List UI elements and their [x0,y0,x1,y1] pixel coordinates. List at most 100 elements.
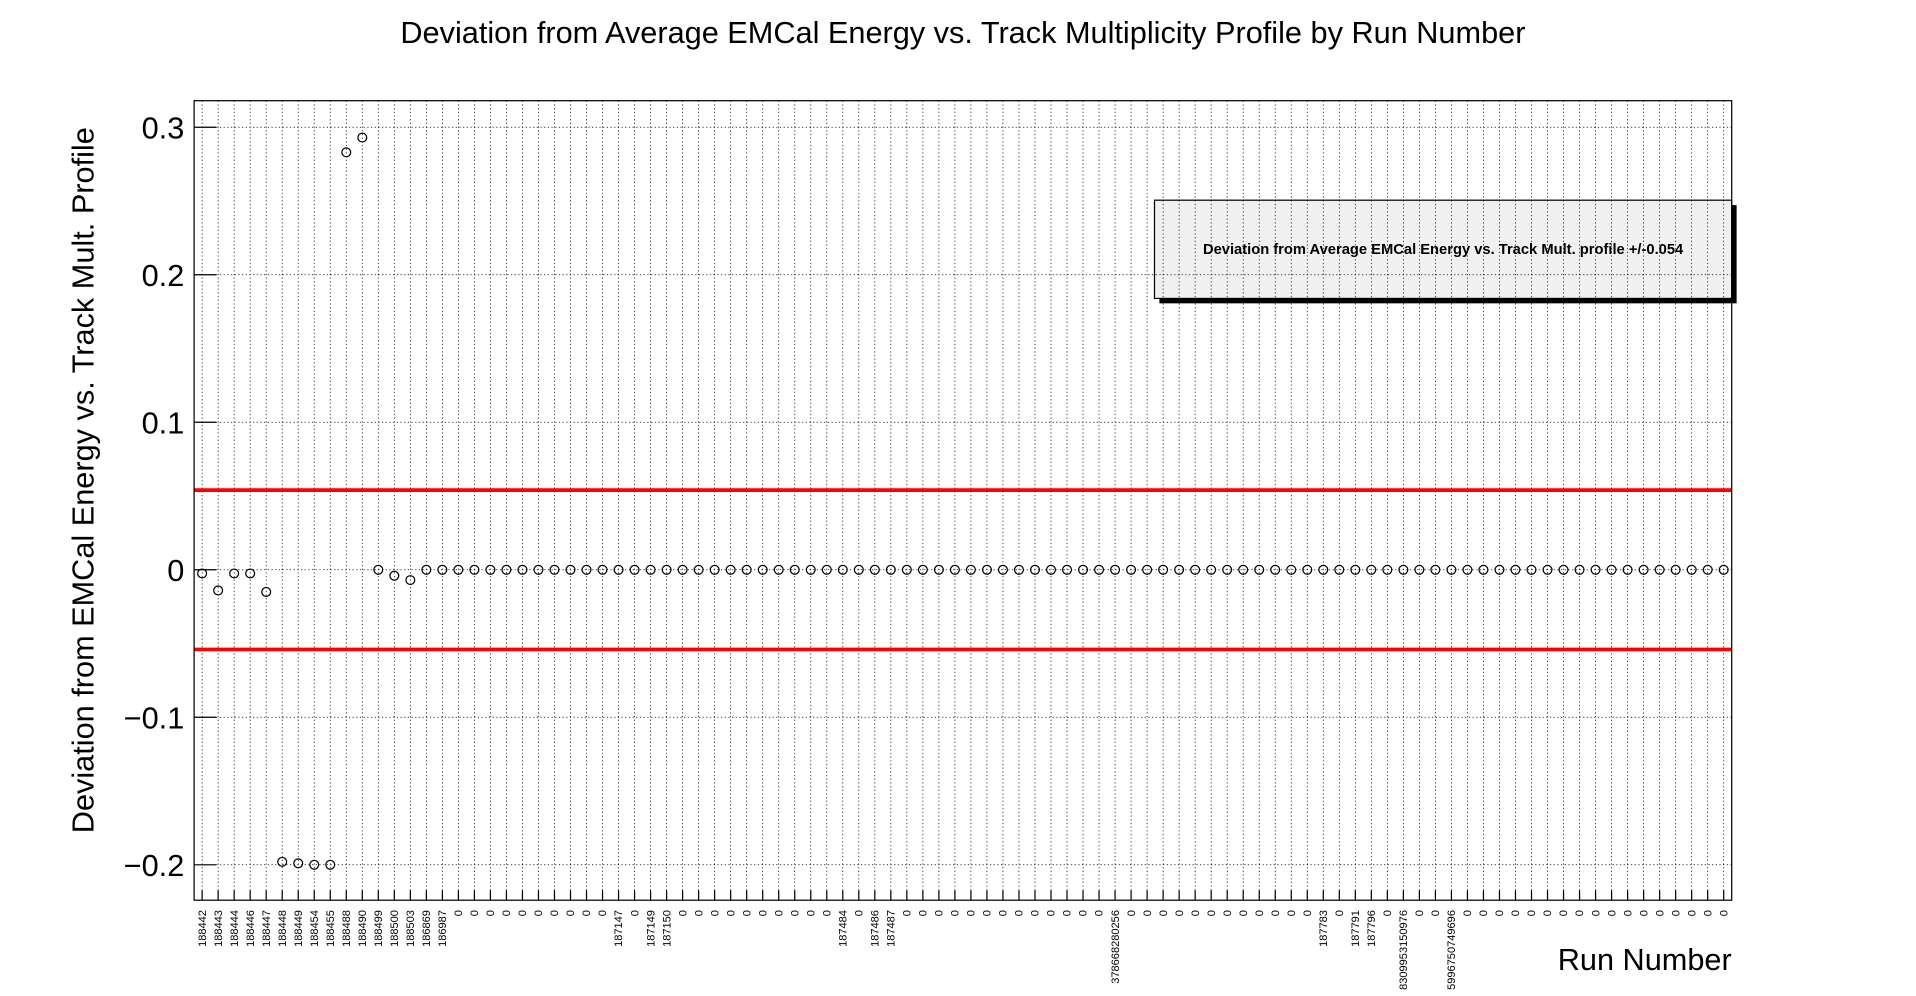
x-tick-label: 187783 [1318,910,1330,947]
data-point [1718,564,1729,575]
x-tick-label: 186987 [437,910,449,947]
data-point [501,564,512,575]
x-tick-label: 188488 [341,910,353,947]
data-point [933,564,944,575]
data-point [677,564,688,575]
x-tick-label: 0 [1686,910,1698,916]
x-tick-label: 188442 [197,910,209,947]
data-point [1254,564,1265,575]
data-point [1142,564,1153,575]
data-point [581,564,592,575]
x-tick-label: 0 [757,910,769,916]
x-tick-label: 0 [1670,910,1682,916]
x-tick-label: 0 [805,910,817,916]
x-tick-label: 0 [517,910,529,916]
x-tick-label: 0 [1462,910,1474,916]
x-tick-label: 0 [934,910,946,916]
x-tick-label: 0 [1510,910,1522,916]
data-point [1286,564,1297,575]
x-tick-label: 378668280256 [1110,910,1122,984]
x-tick-label: 0 [725,910,737,916]
data-point [789,564,800,575]
x-tick-label: 0 [821,910,833,916]
y-tick-label: 0.1 [142,405,185,440]
data-point [869,564,880,575]
x-tick-label: 0 [533,910,545,916]
data-point [1494,564,1505,575]
x-tick-label: 0 [549,910,561,916]
x-tick-label: 0 [1718,910,1730,916]
data-point [389,570,400,581]
data-point [437,564,448,575]
data-point [1510,564,1521,575]
data-point [1126,564,1137,575]
data-point [821,564,832,575]
x-tick-label: 0 [950,910,962,916]
data-point [645,564,656,575]
y-tick-label: −0.2 [124,848,185,883]
y-tick-label: 0 [167,553,184,588]
x-tick-label: 0 [1430,910,1442,916]
data-point [741,564,752,575]
data-point [949,564,960,575]
data-point [1670,564,1681,575]
data-point [421,564,432,575]
x-tick-label: 0 [1654,910,1666,916]
x-tick-label: 0 [789,910,801,916]
x-tick-label: 0 [853,910,865,916]
x-tick-label: 187149 [645,910,657,947]
x-tick-label: 0 [1382,910,1394,916]
data-point [261,586,272,597]
data-point [725,564,736,575]
x-tick-label: 0 [1334,910,1346,916]
data-point [981,564,992,575]
data-point [757,564,768,575]
x-tick-label: 187150 [661,910,673,947]
x-tick-label: 5996750749696 [1446,910,1458,990]
data-point [565,564,576,575]
data-point [1013,564,1025,575]
x-tick-label: 0 [966,910,978,916]
data-point [517,564,528,575]
x-tick-label: 0 [1558,910,1570,916]
x-tick-label: 0 [469,910,481,916]
x-tick-label: 0 [918,910,930,916]
x-tick-label: 187147 [613,910,625,947]
data-point [917,564,928,575]
data-point [325,859,336,870]
x-tick-label: 188444 [229,910,241,947]
x-tick-label: 187791 [1350,910,1362,947]
data-point [1334,564,1345,575]
data-point [293,858,304,869]
data-point [1542,564,1553,575]
x-tick-label: 0 [1238,910,1250,916]
data-point [453,564,464,575]
x-tick-label: 0 [485,910,497,916]
x-tick-label: 187487 [886,910,898,947]
x-tick-label: 8309953150976 [1398,910,1410,990]
x-tick-label: 0 [677,910,689,916]
data-point [613,564,624,575]
data-point [373,564,384,575]
data-point [469,564,480,575]
data-point [1446,564,1457,575]
data-point [1654,564,1665,575]
y-tick-label: −0.1 [124,700,185,735]
x-tick-label: 0 [565,910,577,916]
x-tick-label: 0 [1030,910,1042,916]
x-tick-label: 0 [1622,910,1634,916]
x-tick-label: 0 [1494,910,1506,916]
data-point [1430,564,1441,575]
data-point [853,564,864,575]
x-tick-label: 0 [1254,910,1266,916]
data-point [693,564,704,575]
x-tick-label: 0 [1142,910,1154,916]
x-tick-label: 187486 [870,910,882,947]
y-tick-label: 0.3 [142,110,185,145]
data-point [1574,564,1585,575]
data-point [309,859,320,870]
data-point [1414,564,1425,575]
data-point [1318,564,1329,575]
x-tick-label: 0 [1046,910,1058,916]
